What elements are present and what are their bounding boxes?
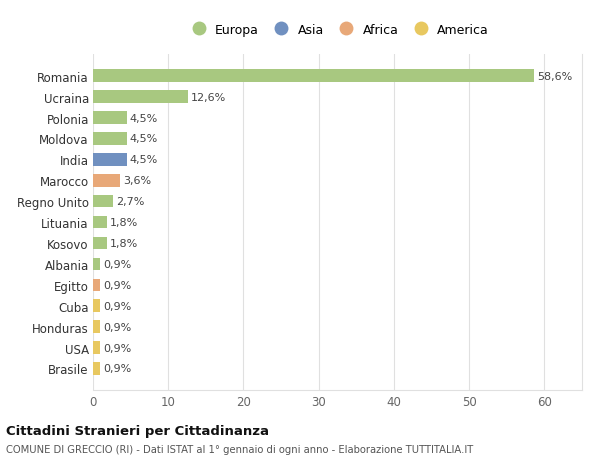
Text: 58,6%: 58,6%: [537, 72, 572, 82]
Bar: [93, 341, 100, 354]
Bar: [93, 321, 100, 333]
Bar: [93, 196, 113, 208]
Text: 1,8%: 1,8%: [110, 239, 138, 248]
Bar: [93, 154, 127, 166]
Text: 0,9%: 0,9%: [103, 343, 131, 353]
Text: 4,5%: 4,5%: [130, 134, 158, 144]
Text: COMUNE DI GRECCIO (RI) - Dati ISTAT al 1° gennaio di ogni anno - Elaborazione TU: COMUNE DI GRECCIO (RI) - Dati ISTAT al 1…: [6, 444, 473, 454]
Bar: [93, 300, 100, 312]
Bar: [93, 258, 100, 271]
Text: 0,9%: 0,9%: [103, 364, 131, 374]
Text: 2,7%: 2,7%: [116, 197, 145, 207]
Text: 0,9%: 0,9%: [103, 259, 131, 269]
Text: 0,9%: 0,9%: [103, 280, 131, 290]
Text: 4,5%: 4,5%: [130, 155, 158, 165]
Bar: [93, 91, 188, 104]
Bar: [93, 70, 534, 83]
Text: 3,6%: 3,6%: [123, 176, 151, 186]
Bar: [93, 279, 100, 291]
Bar: [93, 112, 127, 124]
Text: 12,6%: 12,6%: [191, 92, 226, 102]
Text: 0,9%: 0,9%: [103, 301, 131, 311]
Bar: [93, 174, 120, 187]
Text: Cittadini Stranieri per Cittadinanza: Cittadini Stranieri per Cittadinanza: [6, 425, 269, 437]
Bar: [93, 133, 127, 146]
Legend: Europa, Asia, Africa, America: Europa, Asia, Africa, America: [184, 21, 491, 39]
Text: 1,8%: 1,8%: [110, 218, 138, 228]
Bar: [93, 237, 107, 250]
Text: 4,5%: 4,5%: [130, 113, 158, 123]
Text: 0,9%: 0,9%: [103, 322, 131, 332]
Bar: [93, 363, 100, 375]
Bar: [93, 216, 107, 229]
